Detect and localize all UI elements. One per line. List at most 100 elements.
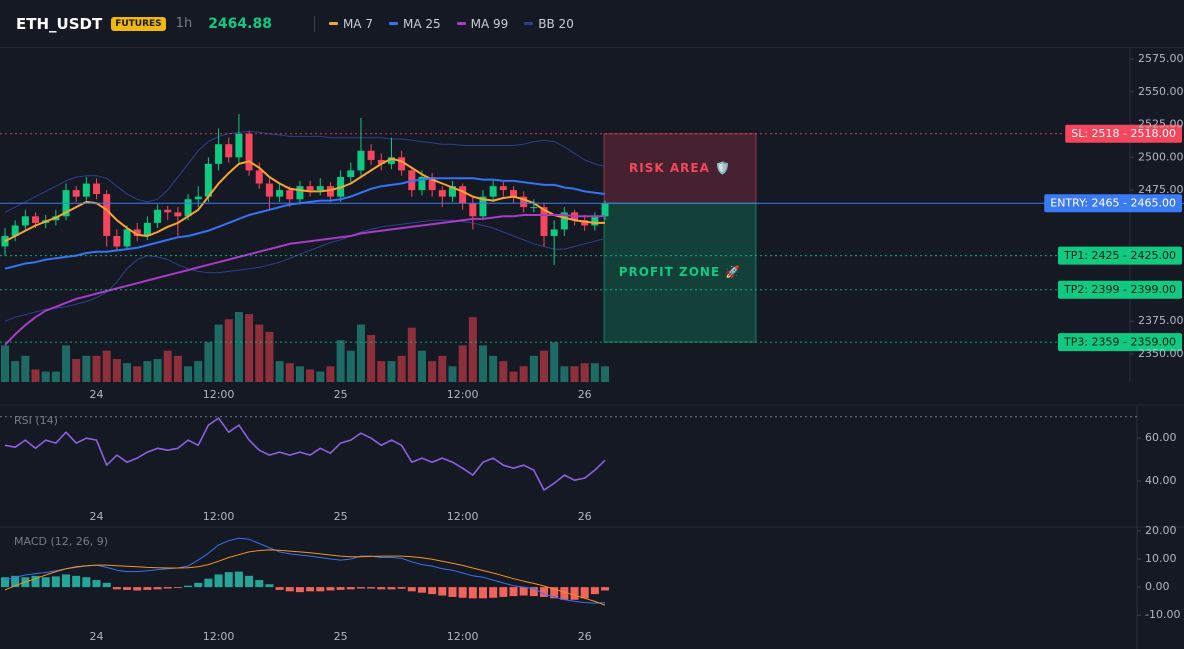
histogram-bar (326, 587, 335, 591)
volume-bar (397, 355, 406, 382)
volume-bar (255, 324, 264, 382)
price-line-label-bg (1058, 246, 1182, 265)
candle-body (154, 209, 162, 223)
histogram-bar (173, 587, 182, 588)
price-line-label-bg (1058, 333, 1182, 352)
volume-bar (550, 342, 559, 382)
volume-bar (356, 324, 365, 382)
indicator-line (4, 537, 606, 604)
volume-bar (51, 371, 60, 382)
y-tick-label: 10.00 (1145, 552, 1177, 565)
x-tick-label: 26 (578, 388, 592, 401)
volume-bar (1, 345, 9, 382)
symbol: ETH_USDT (16, 14, 103, 33)
histogram-bar (184, 585, 193, 588)
y-tick-label: 2550.00 (1138, 85, 1184, 98)
candle-body (560, 212, 568, 230)
volume-bar (184, 366, 193, 382)
volume-bar (580, 363, 589, 382)
candle-body (164, 209, 172, 213)
candle-body (235, 133, 243, 158)
histogram-bar (82, 577, 91, 588)
volume-bar (245, 314, 254, 382)
pane-label: RSI (14) (14, 414, 58, 427)
histogram-bar (540, 587, 549, 597)
legend-label: MA 7 (342, 16, 373, 31)
histogram-bar (387, 587, 396, 590)
y-tick-label: 0.00 (1145, 580, 1170, 593)
candle-body (103, 194, 111, 236)
candle-body (143, 222, 151, 236)
histogram-bar (529, 587, 538, 597)
histogram-bar (153, 587, 162, 590)
histogram-bar (194, 582, 203, 588)
candle-body (21, 216, 29, 226)
candle-body (32, 216, 40, 223)
volume-bar (295, 366, 304, 382)
histogram-bar (499, 587, 508, 597)
volume-bar (438, 355, 447, 382)
badge: FUTURES (111, 16, 166, 31)
price-line-label: TP1: 2425 - 2425.00 (1063, 249, 1176, 262)
volume-bar (194, 361, 203, 382)
volume-bar (234, 312, 243, 382)
volume-bar (407, 327, 416, 382)
volume-bar (133, 366, 142, 382)
candle-body (1, 235, 9, 247)
candle-body (123, 229, 131, 247)
candle-body (316, 186, 324, 191)
histogram-bar (316, 587, 325, 592)
candle-body (540, 207, 548, 236)
histogram-bar (51, 576, 60, 588)
candle-body (245, 133, 253, 171)
histogram-bar (580, 587, 589, 599)
candle-body (255, 170, 263, 184)
bollinger-lower (4, 219, 606, 322)
candle-body (11, 225, 19, 236)
histogram-bar (407, 587, 416, 592)
candle-body (326, 186, 334, 197)
candle-body (113, 235, 121, 247)
candle-body (174, 212, 182, 217)
candle-body (194, 196, 202, 200)
candle-body (418, 176, 426, 191)
volume-bar (509, 371, 518, 382)
candle-body (489, 186, 497, 197)
histogram-bar (306, 587, 315, 592)
histogram-bar (143, 587, 152, 590)
volume-bar (41, 371, 50, 382)
candle-body (581, 220, 589, 226)
histogram-bar (72, 575, 81, 588)
y-tick-label: 2500.00 (1138, 150, 1184, 163)
histogram-bar (438, 587, 447, 596)
x-tick-label: 26 (578, 630, 592, 643)
candle-body (530, 207, 538, 209)
interval: 1h (175, 16, 193, 31)
zone-label: PROFIT ZONE 🚀 (619, 265, 742, 279)
histogram-bar (397, 587, 406, 589)
y-tick-label: 20.00 (1145, 524, 1177, 537)
histogram-bar (163, 587, 172, 589)
histogram-bar (570, 587, 579, 600)
candle-body (520, 196, 528, 208)
histogram-bar (295, 587, 304, 593)
candle-body (469, 203, 477, 217)
volume-bar (601, 366, 610, 382)
volume-bar (489, 355, 498, 382)
x-tick-label: 25 (334, 630, 348, 643)
volume-bar (478, 345, 487, 382)
volume-bar (62, 345, 71, 382)
histogram-bar (590, 587, 599, 595)
candle-body (184, 199, 192, 217)
histogram-bar (275, 587, 284, 590)
x-tick-label: 25 (334, 388, 348, 401)
candle-body (225, 144, 233, 158)
candle-body (601, 203, 609, 217)
histogram-bar (92, 580, 101, 588)
x-tick-label: 26 (578, 510, 592, 523)
y-tick-label: 2350.00 (1138, 347, 1184, 360)
volume-bar (346, 350, 355, 382)
candle-body (357, 150, 365, 171)
